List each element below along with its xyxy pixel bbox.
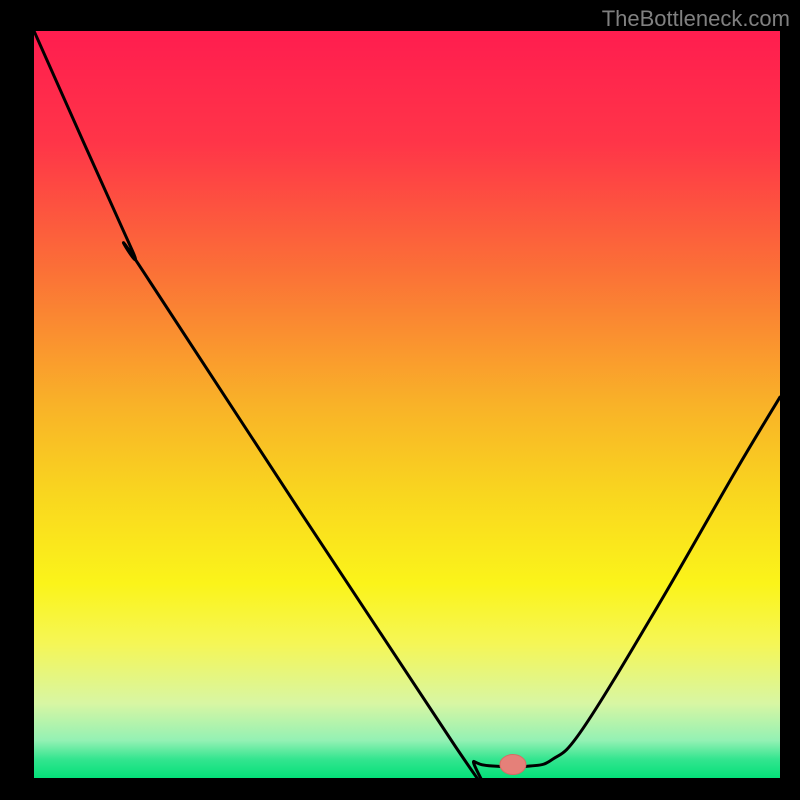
gradient-background bbox=[34, 31, 780, 778]
bottleneck-chart: TheBottleneck.com bbox=[0, 0, 800, 800]
target-marker bbox=[500, 755, 526, 775]
attribution-text: TheBottleneck.com bbox=[602, 6, 790, 32]
plot-svg bbox=[34, 31, 780, 778]
